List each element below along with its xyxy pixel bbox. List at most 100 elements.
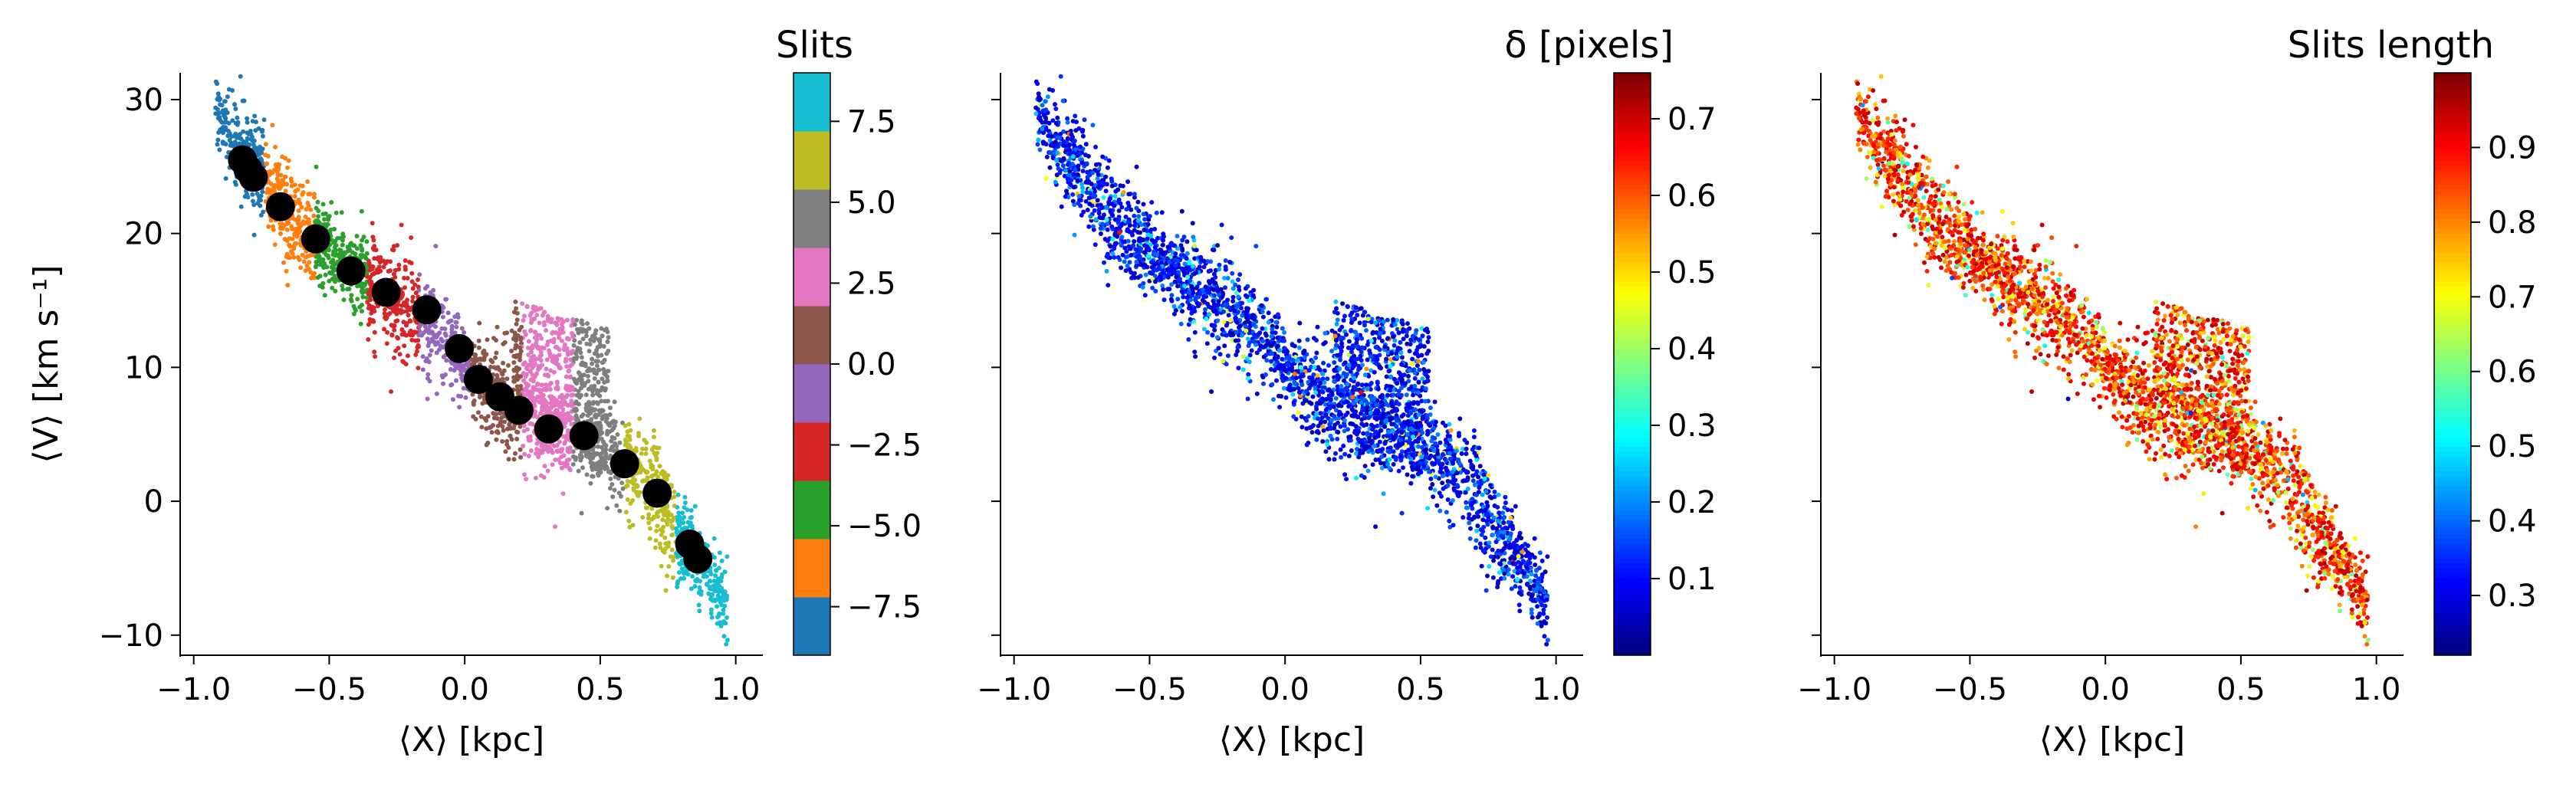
data-point: [548, 320, 554, 325]
data-point: [1491, 558, 1497, 563]
data-point: [261, 117, 267, 123]
data-point: [1243, 286, 1248, 291]
data-point: [360, 246, 364, 251]
data-point: [1535, 621, 1540, 626]
data-point: [587, 342, 593, 347]
data-point: [562, 412, 567, 417]
data-point: [524, 332, 528, 337]
data-point: [620, 486, 626, 491]
data-point: [715, 615, 720, 620]
data-point: [1539, 558, 1545, 563]
data-point: [426, 359, 432, 365]
data-point: [303, 254, 308, 260]
data-point: [594, 467, 600, 472]
data-point: [1173, 251, 1178, 257]
data-point: [527, 313, 533, 318]
data-point: [242, 194, 248, 199]
data-point: [585, 321, 590, 326]
data-point: [278, 231, 283, 236]
data-point: [351, 311, 356, 317]
data-point: [316, 214, 321, 219]
data-point: [1073, 128, 1079, 133]
data-point: [668, 554, 673, 559]
data-point: [613, 474, 618, 480]
data-point: [1457, 416, 1463, 421]
slit-centroid-marker: [642, 478, 672, 508]
data-point: [355, 284, 360, 289]
data-point: [304, 264, 310, 268]
data-point: [563, 418, 568, 423]
data-point: [598, 470, 603, 475]
data-point: [604, 413, 610, 418]
data-point: [1283, 395, 1289, 400]
data-point: [1054, 172, 1060, 178]
data-point: [1313, 355, 1319, 360]
data-point: [314, 259, 319, 264]
data-point: [564, 383, 569, 389]
data-point: [647, 536, 652, 541]
data-point: [599, 353, 604, 358]
data-point: [258, 144, 262, 149]
data-point: [258, 212, 264, 218]
data-point: [1192, 330, 1198, 335]
data-point: [1246, 372, 1251, 377]
data-point: [303, 268, 308, 274]
data-point: [565, 429, 570, 435]
data-point: [478, 414, 484, 419]
data-point: [366, 261, 372, 266]
data-point: [1296, 345, 1302, 350]
data-point: [682, 525, 688, 530]
data-point: [372, 349, 377, 355]
data-point: [325, 253, 330, 258]
panel-slits: −1.0 −0.5 0.0 0.5 1.0⟨X⟩ [kpc]−100102030⟨V⟩ …: [27, 24, 922, 759]
data-point: [539, 395, 544, 401]
data-point: [1216, 346, 1221, 351]
data-point: [341, 297, 347, 303]
data-point: [534, 451, 538, 456]
data-point: [576, 330, 581, 336]
data-point: [571, 376, 577, 382]
data-point: [339, 210, 344, 215]
data-point: [697, 585, 702, 590]
data-point: [332, 244, 337, 250]
data-point: [1080, 169, 1086, 174]
data-point: [471, 400, 476, 405]
data-point: [1142, 217, 1148, 222]
data-point: [1315, 324, 1320, 330]
data-point: [454, 378, 458, 383]
data-point: [312, 195, 317, 200]
data-point: [237, 136, 242, 141]
data-point: [370, 264, 375, 269]
data-point: [511, 360, 517, 365]
data-point: [1373, 524, 1378, 530]
data-point: [553, 524, 558, 530]
data-point: [1047, 165, 1053, 170]
data-point: [1103, 189, 1109, 194]
data-point: [283, 189, 288, 194]
data-point: [1545, 615, 1549, 620]
data-point: [251, 138, 257, 143]
data-point: [320, 280, 326, 286]
data-point: [396, 267, 402, 272]
data-point: [1503, 500, 1508, 506]
data-point: [495, 324, 500, 330]
data-point: [591, 400, 596, 405]
data-point: [1435, 432, 1441, 437]
data-point: [1202, 311, 1208, 317]
data-point: [635, 490, 640, 495]
data-point: [1221, 309, 1226, 314]
data-point: [1432, 487, 1438, 493]
data-point: [560, 491, 566, 497]
data-point: [709, 615, 715, 620]
data-point: [1237, 272, 1243, 277]
x-tick-label: 0.5: [576, 672, 625, 707]
data-point: [1405, 472, 1410, 477]
data-point: [653, 538, 659, 543]
data-point: [1135, 199, 1141, 205]
data-point: [560, 407, 566, 412]
data-point: [682, 571, 687, 576]
data-point: [1175, 234, 1180, 239]
data-point: [567, 388, 572, 393]
data-point: [586, 349, 592, 354]
data-point: [390, 307, 396, 313]
